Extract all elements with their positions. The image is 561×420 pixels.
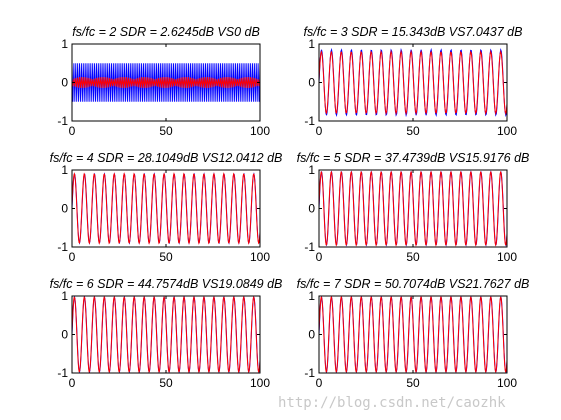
- y-tick-label: -1: [304, 240, 315, 254]
- series-line-red: [72, 76, 260, 89]
- subplot-title: fs/fc = 4 SDR = 28.1049dB VS12.0412 dB: [50, 151, 283, 165]
- x-tick-label: 0: [69, 250, 76, 264]
- x-tick-label: 0: [316, 124, 323, 138]
- y-tick-label: 0: [61, 328, 68, 342]
- y-tick-label: 1: [61, 163, 68, 177]
- plot-area: [72, 63, 260, 102]
- y-tick-label: 0: [308, 202, 315, 216]
- y-tick-label: 1: [61, 289, 68, 303]
- y-tick-label: -1: [57, 366, 68, 380]
- y-tick-label: -1: [57, 114, 68, 128]
- y-tick-label: 0: [308, 328, 315, 342]
- series-line-red: [72, 296, 260, 373]
- x-tick-label: 100: [250, 376, 270, 390]
- plot-area: [319, 296, 507, 373]
- x-tick-label: 50: [159, 376, 173, 390]
- y-tick-label: -1: [304, 366, 315, 380]
- series-line-red: [319, 49, 507, 116]
- x-tick-label: 0: [69, 376, 76, 390]
- subplot-title: fs/fc = 5 SDR = 37.4739dB VS15.9176 dB: [297, 151, 530, 165]
- x-tick-label: 50: [406, 376, 420, 390]
- x-tick-label: 50: [159, 124, 173, 138]
- x-tick-label: 100: [250, 250, 270, 264]
- plot-area: [72, 172, 260, 245]
- x-tick-label: 100: [497, 376, 517, 390]
- series-line-blue: [72, 63, 260, 102]
- x-tick-label: 100: [497, 124, 517, 138]
- y-tick-label: 0: [308, 76, 315, 90]
- x-tick-label: 100: [497, 250, 517, 264]
- y-tick-label: 0: [61, 76, 68, 90]
- x-tick-label: 50: [406, 250, 420, 264]
- plot-area: [319, 47, 507, 118]
- subplot-title: fs/fc = 2 SDR = 2.6245dB VS0 dB: [72, 25, 260, 39]
- y-tick-label: 1: [61, 37, 68, 51]
- x-tick-label: 0: [69, 124, 76, 138]
- series-line-red: [72, 172, 260, 245]
- y-tick-label: -1: [57, 240, 68, 254]
- plot-area: [319, 170, 507, 247]
- subplot-title: fs/fc = 7 SDR = 50.7074dB VS21.7627 dB: [297, 277, 530, 291]
- x-tick-label: 100: [250, 124, 270, 138]
- y-tick-label: 1: [308, 289, 315, 303]
- y-tick-label: -1: [304, 114, 315, 128]
- subplot-title: fs/fc = 6 SDR = 44.7574dB VS19.0849 dB: [50, 277, 283, 291]
- x-tick-label: 0: [316, 376, 323, 390]
- series-line-red: [319, 296, 507, 373]
- y-tick-label: 0: [61, 202, 68, 216]
- plot-area: [72, 296, 260, 373]
- y-tick-label: 1: [308, 37, 315, 51]
- series-line-red: [319, 170, 507, 247]
- y-tick-label: 1: [308, 163, 315, 177]
- x-tick-label: 50: [159, 250, 173, 264]
- subplot-title: fs/fc = 3 SDR = 15.343dB VS7.0437 dB: [304, 25, 523, 39]
- watermark-text: http://blog.csdn.net/caozhk: [278, 395, 506, 411]
- x-tick-label: 0: [316, 250, 323, 264]
- x-tick-label: 50: [406, 124, 420, 138]
